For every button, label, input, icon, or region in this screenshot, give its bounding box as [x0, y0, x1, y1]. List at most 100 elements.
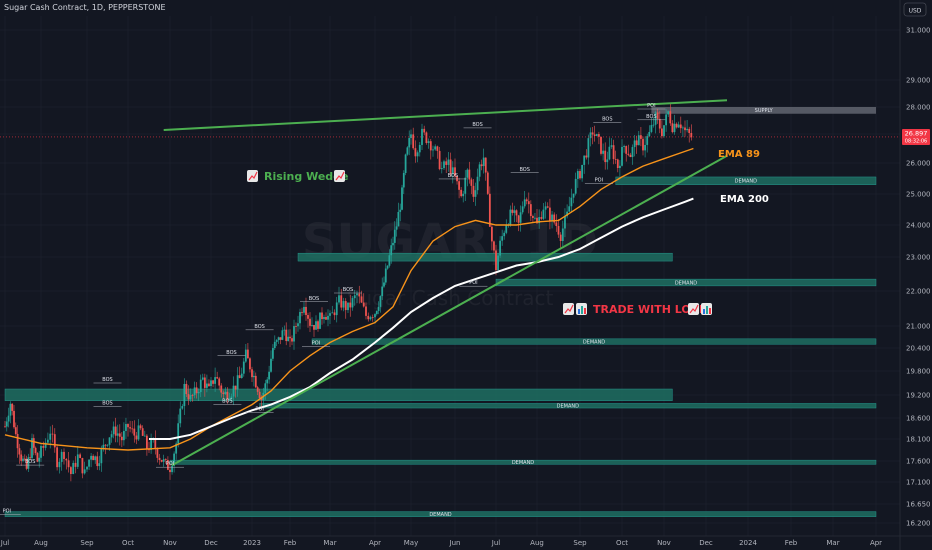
- bos-label: BOS: [309, 296, 319, 302]
- candle-body: [94, 456, 97, 461]
- candle-body: [360, 296, 363, 303]
- candle-body: [677, 124, 680, 128]
- zone-box: [4, 511, 877, 517]
- time-tick-label: Mar: [323, 539, 336, 547]
- candle-body: [309, 318, 311, 326]
- candle-body: [606, 159, 609, 163]
- candle-body: [557, 226, 560, 235]
- candle-body: [534, 217, 536, 219]
- candle-body: [331, 312, 334, 314]
- candle-body: [684, 127, 686, 131]
- candle-body: [169, 469, 171, 473]
- candle-body: [291, 338, 293, 342]
- candle-body: [164, 459, 167, 461]
- candle-body: [349, 302, 352, 308]
- candle-body: [240, 373, 243, 379]
- candle-body: [449, 159, 452, 174]
- poi-label: POI: [255, 406, 263, 412]
- candle-body: [143, 435, 146, 437]
- candle-body: [600, 136, 602, 154]
- candle-body: [527, 201, 530, 205]
- candle-body: [362, 302, 365, 307]
- candle-body: [425, 132, 428, 143]
- bos-label: BOS: [254, 324, 264, 330]
- candle-body: [226, 391, 229, 400]
- candle-body: [177, 423, 180, 444]
- candle-body: [390, 245, 393, 256]
- candle-body: [616, 159, 619, 169]
- candle-body: [191, 395, 194, 396]
- poi-label: POI: [647, 103, 655, 109]
- candle-body: [476, 176, 479, 191]
- candle-body: [478, 164, 481, 177]
- candle-body: [395, 226, 398, 230]
- candle-body: [307, 315, 309, 319]
- candle-body: [264, 383, 267, 393]
- time-tick-label: Jul: [491, 539, 501, 547]
- currency-button[interactable]: [903, 2, 927, 17]
- candle-body: [374, 314, 376, 318]
- candle-body: [482, 157, 485, 167]
- chart-increasing-icon: [335, 171, 345, 181]
- bar-countdown: 08:32:06: [905, 138, 927, 144]
- candle-body: [270, 358, 272, 372]
- candle-body: [199, 379, 202, 393]
- candle-body: [183, 383, 186, 407]
- candle-body: [414, 148, 417, 157]
- time-axis[interactable]: Jul Aug Sep Oct Nov Dec 2023 Feb Mar Apr May Jun Jul…: [0, 539, 882, 547]
- candle-body: [635, 140, 638, 146]
- candle-body: [53, 434, 56, 448]
- candle-body: [29, 457, 32, 459]
- candle-body: [218, 378, 221, 386]
- zone-label: DEMAND: [557, 404, 579, 410]
- candle-body: [232, 385, 235, 397]
- candle-body: [275, 340, 278, 342]
- bar-chart-icon: [706, 306, 708, 314]
- bos-label: BOS: [222, 399, 232, 405]
- candle-body: [406, 147, 409, 155]
- candle-body: [114, 426, 117, 436]
- candle-body: [369, 317, 372, 320]
- candle-body: [333, 312, 336, 316]
- candle-body: [253, 375, 255, 378]
- candle-body: [356, 293, 358, 296]
- candle-body: [131, 428, 134, 430]
- candle-body: [228, 398, 231, 400]
- candle-body: [220, 385, 223, 393]
- time-tick-label: Oct: [616, 539, 628, 547]
- candle-body: [673, 123, 676, 133]
- candle-body: [654, 112, 657, 125]
- candle-body: [49, 433, 52, 440]
- time-tick-label: Sep: [573, 539, 587, 547]
- candle-body: [234, 385, 237, 390]
- candle-body: [587, 138, 590, 158]
- candle-body: [51, 433, 54, 435]
- zone-label: DEMAND: [735, 179, 757, 185]
- price-tick-label: 29.000: [906, 77, 931, 85]
- candle-body: [629, 154, 632, 158]
- candle-body: [612, 145, 615, 160]
- candle-body: [583, 155, 586, 165]
- candle-body: [129, 427, 131, 429]
- price-axis[interactable]: [900, 0, 932, 550]
- candle-body: [167, 460, 169, 470]
- time-tick-label: Jul: [0, 539, 9, 547]
- candle-body: [315, 321, 317, 330]
- candle-body: [160, 459, 163, 462]
- candle-body: [323, 316, 325, 320]
- bos-label: BOS: [102, 401, 112, 407]
- candle-body: [542, 209, 545, 219]
- candle-body: [591, 132, 594, 135]
- candle-body: [667, 111, 670, 115]
- price-tick-label: 16.200: [906, 520, 931, 528]
- candle-body: [633, 140, 636, 148]
- candle-body: [627, 153, 630, 155]
- trade-with-love-annotation: TRADE WITH LOVE: [563, 303, 712, 316]
- candle-body: [480, 164, 483, 167]
- candle-body: [256, 387, 259, 392]
- candle-body: [123, 430, 125, 441]
- trade-with-love-label: TRADE WITH LOVE: [593, 303, 706, 316]
- time-tick-label: Mar: [826, 539, 839, 547]
- candle-body: [293, 326, 295, 342]
